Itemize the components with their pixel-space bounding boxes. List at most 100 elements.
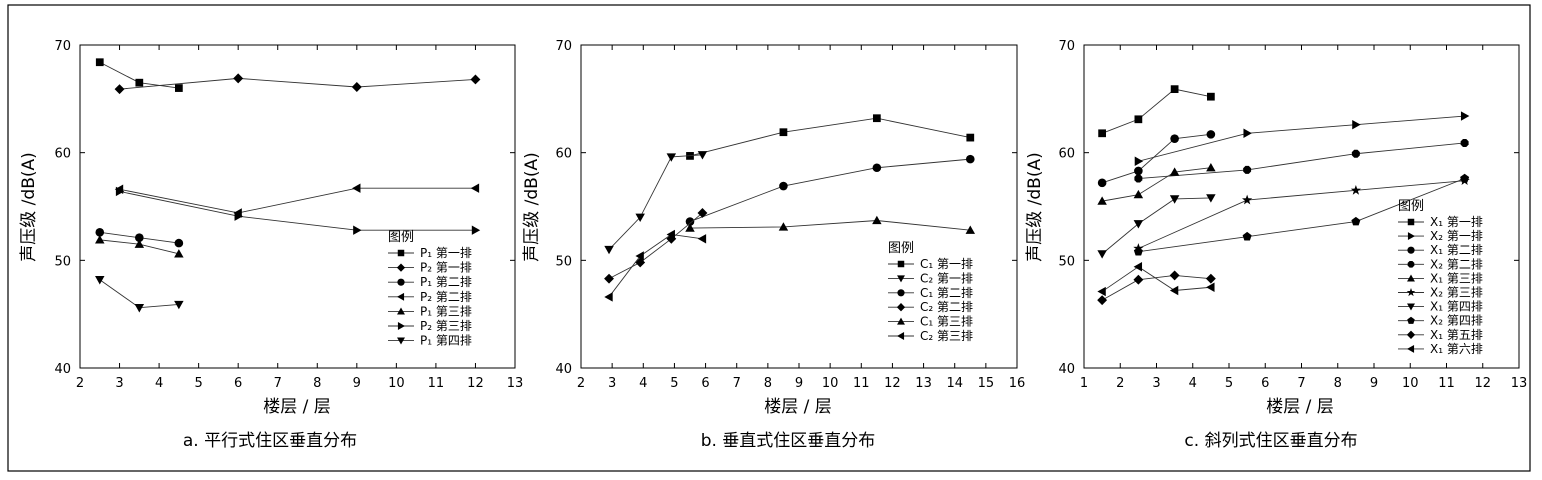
data-point [1205,273,1216,284]
data-point [174,249,184,258]
data-point [635,213,645,222]
legend-label: P₁ 第二排 [420,275,472,289]
y-tick-label: 70 [555,39,572,54]
x-tick-label: 9 [1370,376,1378,391]
x-tick-label: 6 [234,376,242,391]
legend-marker [1407,246,1415,254]
x-tick-label: 9 [795,376,803,391]
legend-marker [397,249,405,257]
data-point [872,114,881,123]
data-point [1206,163,1216,172]
data-point [1243,128,1252,139]
x-tick-label: 2 [577,376,585,391]
legend-title: 图例 [388,230,414,245]
data-point [174,300,184,310]
legend-label: P₁ 第三排 [420,304,472,318]
series-line [689,117,971,157]
x-tick-label: 12 [884,376,901,391]
data-point [685,217,695,226]
data-point [470,74,481,85]
x-tick-label: 8 [1334,376,1342,391]
legend-marker [896,303,906,312]
data-point [1206,130,1216,139]
legend-marker [1406,330,1416,339]
legend-marker [1407,232,1415,241]
data-point [1460,111,1470,121]
x-tick-label: 2 [76,376,84,391]
data-point [470,183,480,193]
data-point [1170,134,1179,143]
x-tick-label: 1 [1080,376,1088,391]
x-tick-label: 7 [733,376,741,391]
x-tick-label: 11 [1438,376,1455,391]
data-point [1243,165,1252,174]
legend-label: C₂ 第二排 [920,300,973,314]
series-line [689,158,971,222]
y-tick-label: 40 [555,362,572,377]
panel-b: 楼层 / 层 声压级 /dB(A) b. 垂直式住区垂直分布 [522,44,1018,451]
x-tick-label: 2 [1116,376,1124,391]
x-tick-label: 4 [639,376,647,391]
data-point [1134,115,1143,124]
legend-label: X₁ 第二排 [1430,243,1483,257]
data-point [1169,195,1180,204]
data-point [1169,270,1180,281]
data-point [471,225,481,235]
data-point [604,292,613,302]
x-tick-label: 16 [1009,376,1026,391]
legend-label: X₁ 第四排 [1430,300,1483,314]
legend-label: X₂ 第一排 [1430,229,1483,243]
legend-marker [397,307,405,315]
x-tick-label: 14 [946,376,963,391]
data-point [778,222,789,231]
legend-marker [897,260,905,268]
data-point [134,304,145,313]
legend-label: C₁ 第二排 [920,286,973,300]
x-tick-label: 4 [155,376,163,391]
series-line [119,187,476,214]
chart-a-marks: 2 3 4 5 6 7 8 9 10 11 12 13 40 50 60 70 [54,39,523,391]
legend-marker [1407,344,1415,353]
x-tick-label: 10 [822,376,839,391]
data-point [352,183,361,193]
x-tick-label: 12 [467,376,484,391]
y-tick-label: 50 [555,254,572,269]
legend-marker [897,317,905,325]
x-tick-label: 3 [608,376,616,391]
y-tick-label: 40 [54,362,71,377]
x-tick-label: 15 [978,376,995,391]
data-point [233,73,244,84]
data-point [604,245,614,255]
y-tick-label: 60 [54,147,71,162]
legend-label: X₂ 第三排 [1430,286,1483,300]
x-tick-label: 3 [1152,376,1160,391]
legend-label: C₁ 第三排 [920,315,973,329]
legend-marker [897,332,905,340]
legend-label: X₁ 第三排 [1430,271,1483,285]
data-point [1133,189,1144,199]
data-point [965,225,976,234]
series-line [608,154,703,250]
y-tick-label: 50 [54,254,71,269]
data-point [1350,184,1361,195]
data-point [1133,274,1144,285]
plot-frame-a [79,44,516,369]
data-point [1097,250,1107,259]
data-point [1206,282,1215,292]
series-line [1138,178,1465,253]
data-point [666,229,675,240]
x-tick-label: 8 [313,376,321,391]
data-point [1169,167,1180,176]
data-point [1097,178,1107,188]
x-tick-label: 13 [1511,376,1528,391]
data-point [351,82,362,92]
caption-b: b. 垂直式住区垂直分布 [701,431,876,451]
data-point [1134,166,1143,176]
data-point [1133,220,1144,229]
data-point [1207,92,1215,101]
data-point [174,238,184,248]
legend-label: P₁ 第四排 [420,334,472,348]
